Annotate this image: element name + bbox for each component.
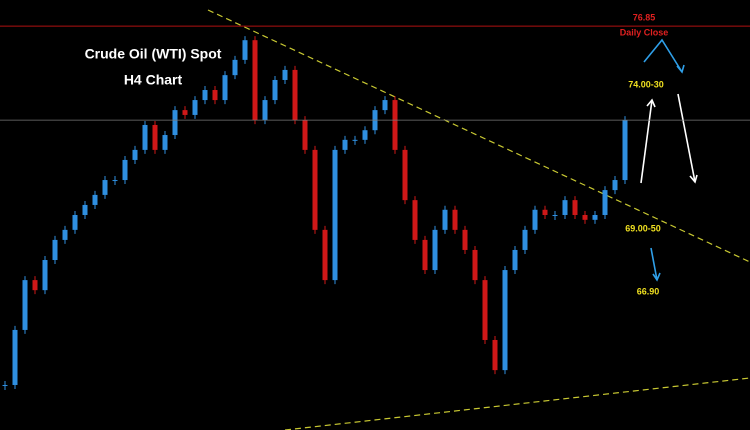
annotation: 74.00-30 [628,79,664,89]
candle [392,100,398,150]
candle [552,215,558,216]
candle [442,209,448,230]
candle [32,280,38,291]
trend-line [207,9,750,263]
arrow-head [652,272,661,282]
candle [622,120,628,181]
candle [152,124,158,150]
trend-line [284,377,750,430]
candle [532,209,538,230]
chart-title: Crude Oil (WTI) Spot [85,46,222,62]
candle [482,280,488,340]
candle [492,339,498,371]
candle [422,239,428,271]
chart-subtitle: H4 Chart [124,72,183,88]
candle [542,209,548,215]
candle [2,384,8,386]
candle [502,270,508,371]
arrow-head [676,64,685,74]
candle [132,149,138,160]
candle [112,180,118,182]
candle [322,229,328,281]
arrow-head [646,98,656,108]
candle [612,180,618,191]
candle [562,200,568,215]
level-label: 76.85 [633,12,656,22]
candle [82,204,88,215]
candle [142,124,148,150]
candle [92,194,98,205]
candle [352,139,358,141]
candle [582,215,588,220]
candle [432,229,438,271]
candle [342,139,348,150]
candle [382,100,388,111]
candle [182,110,188,115]
candle [212,90,218,101]
candle [412,200,418,240]
candle [162,135,168,150]
candle [52,239,58,261]
candle [402,149,408,201]
candle [312,149,318,230]
candle [292,69,298,121]
candle [302,120,308,150]
candle [452,209,458,230]
candle [12,329,18,385]
candle [62,229,68,240]
candle [512,249,518,271]
arrows [640,38,698,282]
candle [42,260,48,291]
level-note: Daily Close [620,27,669,37]
annotation: 69.00-50 [625,223,661,233]
arrow [677,93,696,183]
candle [72,215,78,230]
candle [362,130,368,140]
candle [272,79,278,101]
candle [282,69,288,80]
candle [252,40,258,121]
candle [202,90,208,101]
candle [602,190,608,215]
candle [242,40,248,60]
candle [472,249,478,281]
candle [522,229,528,250]
arrow [640,99,653,184]
candle [332,149,338,281]
candle [262,100,268,121]
candles [2,36,628,390]
candle [122,159,128,181]
arrow [643,38,683,73]
candle [232,59,238,76]
candle [172,110,178,136]
arrow-head [689,174,698,184]
candle [22,280,28,330]
arrow [650,247,658,281]
candle [592,215,598,220]
candle [192,100,198,115]
candle [572,200,578,215]
candle [462,229,468,250]
candle [102,180,108,195]
annotation: 66.90 [637,286,660,296]
candle [222,75,228,101]
